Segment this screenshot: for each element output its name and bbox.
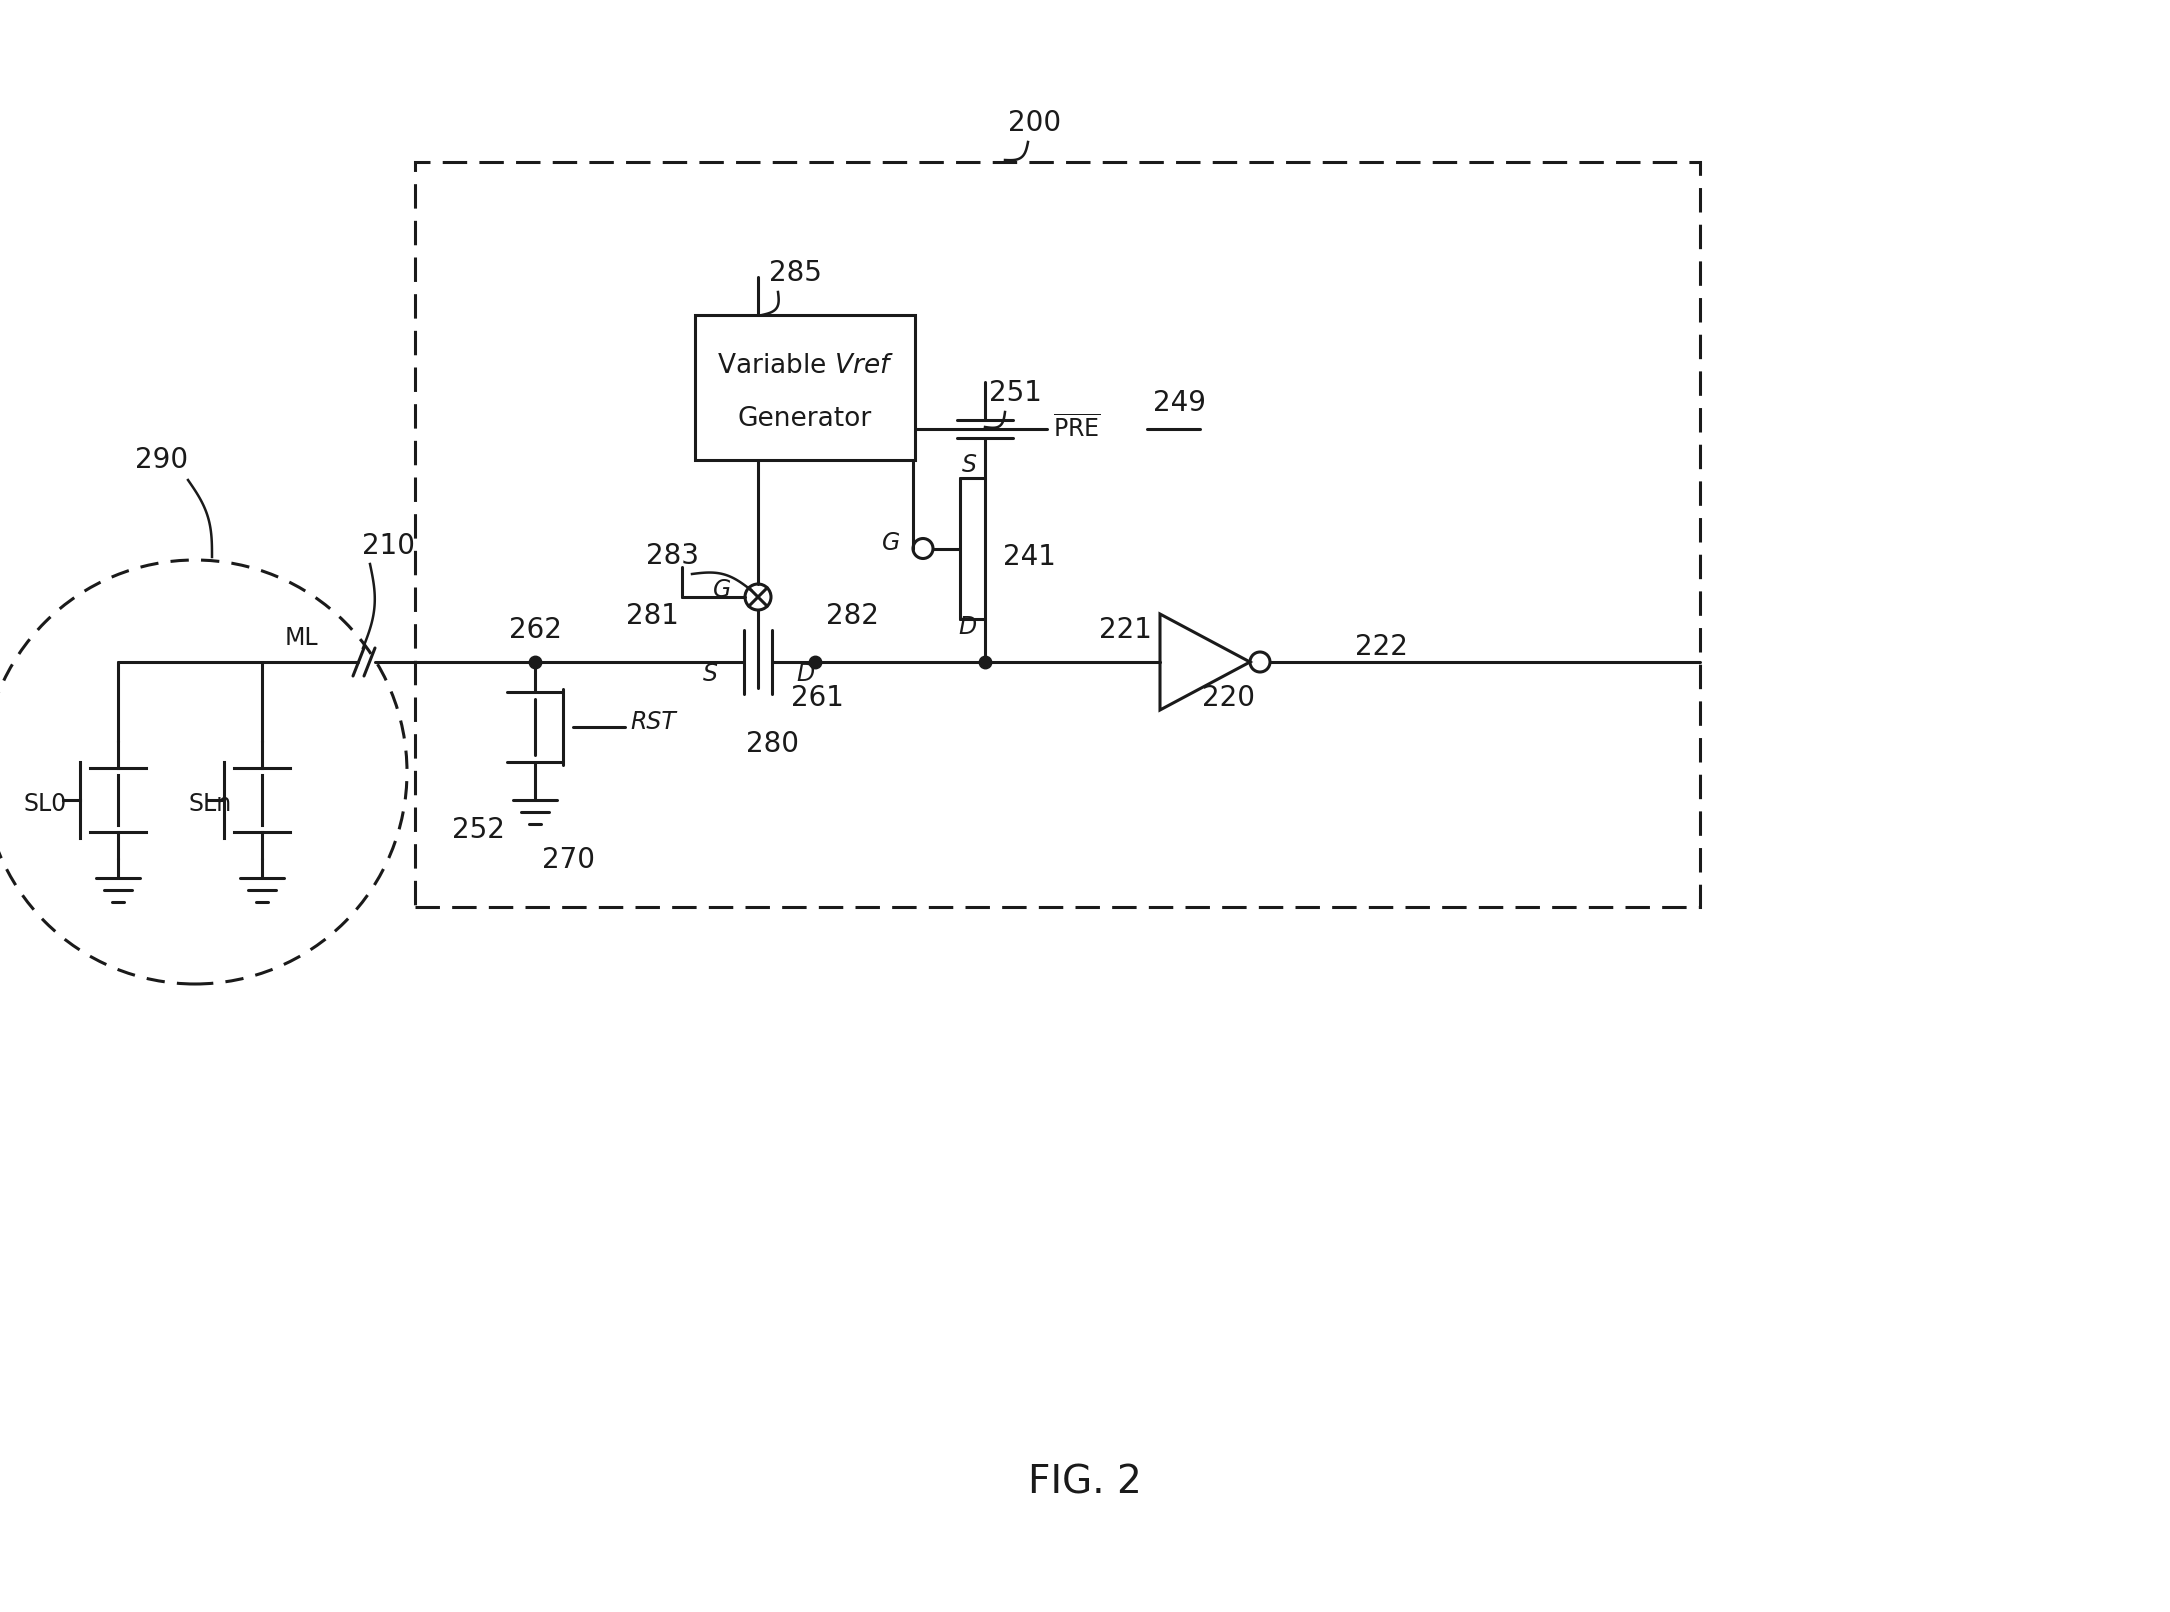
Text: Variable $\it{Vref}$: Variable $\it{Vref}$ xyxy=(716,353,894,379)
Text: S: S xyxy=(961,453,977,477)
Text: S: S xyxy=(703,663,718,687)
Text: G: G xyxy=(714,579,731,601)
Text: 270: 270 xyxy=(542,846,595,874)
Text: D: D xyxy=(959,616,976,638)
Text: G: G xyxy=(881,532,901,556)
Text: 285: 285 xyxy=(768,260,822,287)
Text: FIG. 2: FIG. 2 xyxy=(1029,1464,1141,1501)
Text: SLn: SLn xyxy=(189,791,232,816)
Text: 222: 222 xyxy=(1354,634,1408,661)
Bar xyxy=(694,314,916,459)
Text: 249: 249 xyxy=(1152,388,1207,418)
Text: 241: 241 xyxy=(1003,543,1057,571)
Text: 210: 210 xyxy=(362,532,414,559)
Text: 280: 280 xyxy=(746,730,799,758)
Text: ML: ML xyxy=(284,625,319,650)
Text: SL0: SL0 xyxy=(24,791,67,816)
Text: 200: 200 xyxy=(1009,110,1061,137)
Text: 283: 283 xyxy=(644,542,699,571)
Text: Generator: Generator xyxy=(738,406,872,432)
Text: RST: RST xyxy=(629,709,675,733)
Text: 281: 281 xyxy=(625,601,679,630)
Text: 262: 262 xyxy=(508,616,562,645)
Text: D: D xyxy=(796,663,814,687)
Text: 220: 220 xyxy=(1202,683,1254,713)
Text: 221: 221 xyxy=(1100,616,1152,645)
Bar xyxy=(414,161,1699,908)
Text: 261: 261 xyxy=(790,683,844,713)
Text: 252: 252 xyxy=(451,816,506,845)
Text: 282: 282 xyxy=(825,601,879,630)
Text: 290: 290 xyxy=(135,447,189,474)
Text: 251: 251 xyxy=(990,379,1042,406)
Text: $\overline{\mathrm{PRE}}$: $\overline{\mathrm{PRE}}$ xyxy=(1052,416,1100,443)
